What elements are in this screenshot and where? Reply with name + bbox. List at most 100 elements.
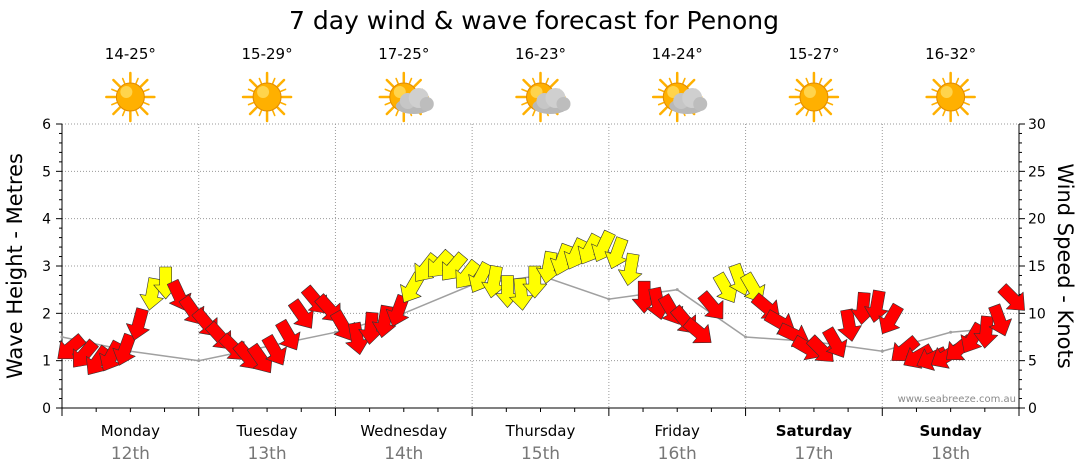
- wave-height-point: [60, 335, 64, 339]
- sun-ray: [931, 88, 938, 93]
- sun-ray: [818, 77, 823, 84]
- sun-icon: [925, 71, 976, 123]
- sun-ray: [280, 101, 287, 106]
- sun-highlight: [120, 86, 133, 98]
- sun-ray: [111, 88, 118, 93]
- partly-cloudy-icon: [515, 71, 571, 123]
- sun-ray: [112, 78, 122, 88]
- sun-ray: [272, 110, 276, 117]
- sun-ray: [258, 77, 263, 84]
- sun-ray: [276, 106, 286, 116]
- wave-height-point: [607, 297, 611, 301]
- sun-ray: [959, 106, 969, 116]
- left-axis-tick-label: 4: [42, 212, 51, 228]
- sun-ray: [248, 78, 258, 88]
- sun-ray: [385, 106, 395, 116]
- temperature-range: 16-23°: [515, 45, 566, 63]
- wind-arrow: [864, 289, 889, 323]
- day-date-label: 16th: [658, 444, 697, 464]
- wind-series: [57, 229, 1025, 376]
- wind-arrow: [57, 333, 87, 360]
- chart-title: 7 day wind & wave forecast for Penong: [289, 6, 779, 35]
- sun-ray: [668, 77, 673, 84]
- temperature-range: 16-32°: [925, 45, 976, 63]
- left-axis-tick-label: 3: [42, 259, 51, 275]
- chart-axes: 0 1 2 3 4 5 6 0 5 10 15 20 25 30: [42, 117, 1046, 417]
- cloud-puff: [556, 97, 571, 111]
- day-name-label: Wednesday: [360, 422, 447, 440]
- sun-ray: [805, 110, 809, 117]
- sun-ray: [248, 106, 258, 116]
- wind-arrow: [997, 283, 1025, 311]
- sun-ray: [395, 110, 399, 117]
- sun-highlight: [940, 86, 953, 98]
- cloud-icon: [395, 88, 434, 114]
- sun-ray: [139, 78, 149, 88]
- sun-ray: [521, 88, 528, 93]
- wind-arrow: [604, 236, 629, 270]
- right-axis-tick-label: 0: [1028, 401, 1037, 417]
- day-date-label: 13th: [248, 444, 287, 464]
- sun-ray: [959, 78, 969, 88]
- left-axis-title: Wave Height - Metres: [3, 153, 27, 379]
- right-axis-tick-label: 20: [1028, 212, 1046, 228]
- sun-ray: [521, 101, 528, 106]
- wind-arrow: [112, 332, 137, 366]
- sun-ray: [135, 110, 139, 117]
- wave-height-point: [197, 359, 201, 363]
- sun-highlight: [257, 86, 270, 98]
- sun-ray: [384, 88, 391, 93]
- sun-ray: [794, 88, 801, 93]
- sun-ray: [805, 77, 809, 84]
- wind-arrow: [288, 298, 314, 329]
- sun-ray: [522, 106, 532, 116]
- sun-ray: [963, 88, 970, 93]
- sun-ray: [931, 101, 938, 106]
- sun-ray: [247, 101, 255, 106]
- sun-ray: [121, 110, 126, 117]
- sun-ray: [408, 77, 413, 84]
- left-axis-tick-label: 2: [42, 306, 51, 322]
- sun-disc: [936, 82, 966, 112]
- sun-ray: [657, 101, 665, 106]
- wind-arrow: [261, 334, 287, 366]
- sun-ray: [532, 110, 536, 117]
- sun-ray: [823, 106, 833, 116]
- sun-ray: [794, 101, 801, 106]
- sun-ray: [818, 110, 823, 117]
- wave-height-point: [675, 288, 679, 292]
- day-labels: Monday 12th Tuesday 13th Wednesday 14th Thursd…: [101, 422, 982, 464]
- wind-arrow: [509, 277, 534, 311]
- cloud-icon: [532, 88, 571, 114]
- day-date-label: 14th: [384, 444, 423, 464]
- right-axis-tick-label: 15: [1028, 259, 1046, 275]
- sun-ray: [143, 101, 150, 106]
- weather-row: 14-25° 15-29° 17-25° 16-23° 14-24° 15-27° 16-3…: [105, 45, 976, 123]
- sun-ray: [963, 101, 970, 106]
- sun-icon: [788, 71, 840, 123]
- cloud-icon: [669, 88, 708, 114]
- sun-ray: [258, 110, 263, 117]
- sun-ray: [135, 77, 139, 84]
- sun-icon: [105, 71, 156, 123]
- sun-ray: [143, 88, 150, 93]
- wind-arrow: [697, 290, 724, 320]
- day-date-label: 17th: [794, 444, 833, 464]
- sun-highlight: [803, 86, 816, 98]
- wind-arrow: [988, 303, 1012, 337]
- wind-arrow: [99, 339, 125, 372]
- wind-arrow: [481, 265, 506, 299]
- sun-ray: [955, 77, 960, 84]
- wind-arrow: [86, 344, 112, 376]
- cloud-puff: [419, 97, 434, 111]
- sun-disc: [252, 82, 282, 112]
- day-date-label: 12th: [111, 444, 150, 464]
- sun-ray: [932, 106, 942, 116]
- left-axis-tick-label: 0: [42, 401, 51, 417]
- sun-ray: [112, 106, 122, 116]
- day-name-label: Tuesday: [236, 422, 298, 440]
- sun-ray: [121, 77, 126, 84]
- right-axis-tick-label: 10: [1028, 306, 1046, 322]
- wind-arrow: [275, 318, 301, 351]
- sun-ray: [932, 78, 942, 88]
